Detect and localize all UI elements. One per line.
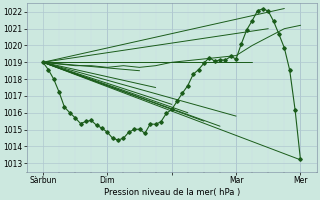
X-axis label: Pression niveau de la mer( hPa ): Pression niveau de la mer( hPa ) — [104, 188, 240, 197]
